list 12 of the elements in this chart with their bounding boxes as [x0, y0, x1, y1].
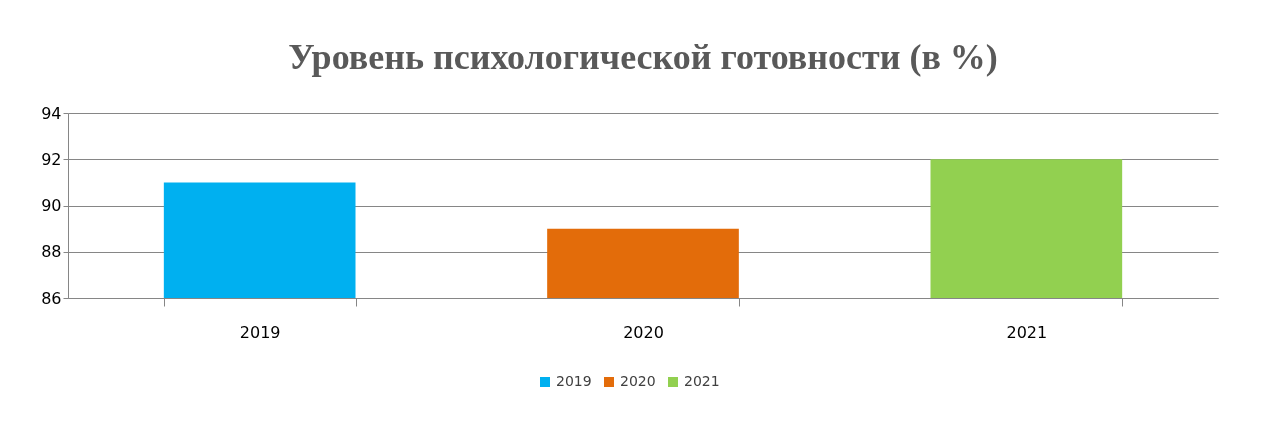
y-tick-label: 86: [41, 288, 62, 308]
legend-label: 2019: [556, 373, 592, 389]
x-tick-label: 2020: [623, 322, 664, 342]
x-tick-label: 2019: [239, 322, 281, 342]
y-tick-label: 94: [41, 103, 62, 123]
y-tick-label: 88: [41, 242, 62, 262]
chart-title: Уровень психологической готовности (в %): [288, 37, 998, 77]
legend-label: 2021: [684, 373, 720, 389]
legend-label: 2020: [620, 373, 656, 389]
y-tick-label: 90: [41, 196, 62, 215]
x-tick-label: 2021: [1006, 322, 1048, 342]
y-tick-label: 92: [41, 149, 62, 169]
